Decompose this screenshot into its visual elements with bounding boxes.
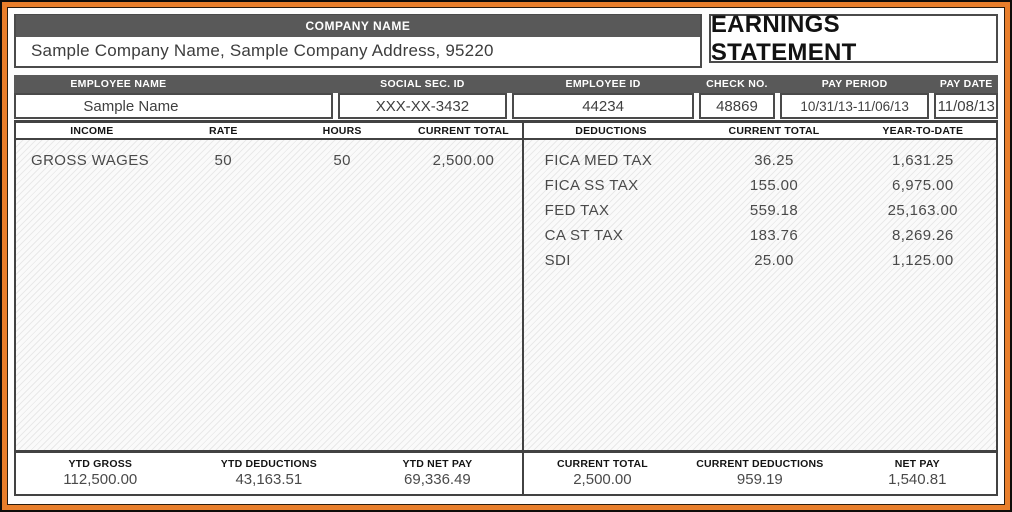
current-summary-box: CURRENT TOTAL 2,500.00 CURRENT DEDUCTION…	[521, 450, 998, 496]
company-address-line: Sample Company Name, Sample Company Addr…	[31, 41, 494, 60]
ytd-deductions: YTD DEDUCTIONS 43,163.51	[185, 458, 354, 488]
employee-id-value: 44234	[512, 93, 695, 119]
current-deductions: CURRENT DEDUCTIONS 959.19	[681, 458, 838, 488]
deduction-name: FICA SS TAX	[544, 177, 639, 194]
net-pay-value: 1,540.81	[888, 471, 947, 488]
company-info-box: COMPANY NAME Sample Company Name, Sample…	[14, 14, 702, 68]
check-no-header: CHECK NO.	[706, 78, 768, 90]
pay-period-value: 10/31/13-11/06/13	[779, 93, 930, 119]
ytd-gross-value: 112,500.00	[63, 471, 138, 488]
hours-column-header: HOURS	[322, 124, 362, 137]
social-sec-id-value: XXX-XX-3432	[337, 93, 508, 119]
deduction-ytd: 1,631.25	[891, 152, 954, 169]
deduction-ytd: 1,125.00	[891, 252, 954, 269]
deduction-current: 183.76	[749, 227, 799, 244]
deduction-row: FED TAX 559.18 25,163.00	[524, 198, 996, 223]
ytd-deductions-value: 43,163.51	[235, 471, 303, 488]
deduction-name: CA ST TAX	[544, 227, 624, 244]
ytd-summary-box: YTD GROSS 112,500.00 YTD DEDUCTIONS 43,1…	[14, 450, 524, 496]
deductions-section: FICA MED TAX 36.25 1,631.25 FICA SS TAX …	[524, 140, 996, 450]
employee-id-header: EMPLOYEE ID	[565, 78, 641, 90]
ytd-net-pay: YTD NET PAY 69,336.49	[353, 458, 522, 488]
rate-column-header: RATE	[209, 124, 238, 137]
pay-detail-table: INCOME RATE HOURS CURRENT TOTAL DEDUCTIO…	[14, 120, 998, 450]
income-section: GROSS WAGES 50 50 2,500.00	[16, 140, 524, 450]
income-current-total-header: CURRENT TOTAL	[418, 124, 509, 137]
deduction-ytd: 25,163.00	[887, 202, 958, 219]
pay-period-header: PAY PERIOD	[821, 78, 888, 90]
deduction-row: FICA MED TAX 36.25 1,631.25	[524, 148, 996, 173]
income-row-hours: 50	[333, 152, 351, 169]
deduction-current: 155.00	[749, 177, 799, 194]
employee-header-band: EMPLOYEE NAME SOCIAL SEC. ID EMPLOYEE ID…	[14, 75, 998, 93]
ytd-gross-label: YTD GROSS	[68, 458, 133, 470]
deductions-column-header: DEDUCTIONS	[575, 124, 647, 137]
deductions-current-total-header: CURRENT TOTAL	[728, 124, 820, 137]
deduction-name: SDI	[544, 252, 571, 269]
ytd-deductions-label: YTD DEDUCTIONS	[220, 458, 317, 470]
employee-name-header: EMPLOYEE NAME	[70, 78, 167, 90]
statement-title-box: EARNINGS STATEMENT	[708, 11, 998, 66]
deduction-ytd: 6,975.00	[891, 177, 954, 194]
deduction-current: 36.25	[754, 152, 794, 169]
deduction-ytd: 8,269.26	[891, 227, 954, 244]
net-pay-label: NET PAY	[894, 458, 940, 470]
pay-detail-table-header: INCOME RATE HOURS CURRENT TOTAL DEDUCTIO…	[16, 123, 996, 140]
net-pay: NET PAY 1,540.81	[839, 458, 996, 488]
deduction-name: FICA MED TAX	[544, 152, 653, 169]
employee-values-row: Sample Name XXX-XX-3432 44234 48869 10/3…	[14, 93, 998, 119]
pay-date-value: 11/08/13	[934, 93, 998, 119]
income-column-header: INCOME	[70, 124, 114, 137]
income-row-current-total: 2,500.00	[432, 152, 495, 169]
pay-date-header: PAY DATE	[939, 78, 993, 90]
deduction-row: CA ST TAX 183.76 8,269.26	[524, 223, 996, 248]
statement-title: EARNINGS STATEMENT	[710, 10, 857, 66]
deduction-name: FED TAX	[544, 202, 610, 219]
pay-detail-table-body: GROSS WAGES 50 50 2,500.00 FICA MED TAX …	[16, 140, 996, 450]
company-name-bar-label: COMPANY NAME	[305, 19, 411, 33]
deduction-current: 559.18	[749, 202, 799, 219]
ytd-net-pay-label: YTD NET PAY	[402, 458, 473, 470]
deduction-row: SDI 25.00 1,125.00	[524, 248, 996, 273]
current-total-value: 2,500.00	[573, 471, 632, 488]
ytd-gross: YTD GROSS 112,500.00	[16, 458, 185, 488]
check-no-value: 48869	[699, 93, 775, 119]
income-row-rate: 50	[214, 152, 233, 169]
social-sec-id-header: SOCIAL SEC. ID	[380, 78, 465, 90]
current-total: CURRENT TOTAL 2,500.00	[524, 458, 681, 488]
deduction-current: 25.00	[754, 252, 794, 269]
income-row: GROSS WAGES 50 50 2,500.00	[16, 148, 522, 173]
current-deductions-label: CURRENT DEDUCTIONS	[696, 458, 824, 470]
current-deductions-value: 959.19	[736, 471, 783, 488]
statement-header: COMPANY NAME Sample Company Name, Sample…	[14, 11, 998, 68]
deduction-row: FICA SS TAX 155.00 6,975.00	[524, 173, 996, 198]
current-total-label: CURRENT TOTAL	[556, 458, 648, 470]
income-row-name: GROSS WAGES	[31, 152, 150, 169]
year-to-date-header: YEAR-TO-DATE	[882, 124, 964, 137]
company-name-bar: COMPANY NAME	[16, 15, 700, 37]
statement-page: COMPANY NAME Sample Company Name, Sample…	[7, 7, 1005, 505]
ytd-net-pay-value: 69,336.49	[404, 471, 471, 488]
employee-name-value: Sample Name	[14, 93, 333, 119]
summary-footer: YTD GROSS 112,500.00 YTD DEDUCTIONS 43,1…	[14, 450, 998, 496]
